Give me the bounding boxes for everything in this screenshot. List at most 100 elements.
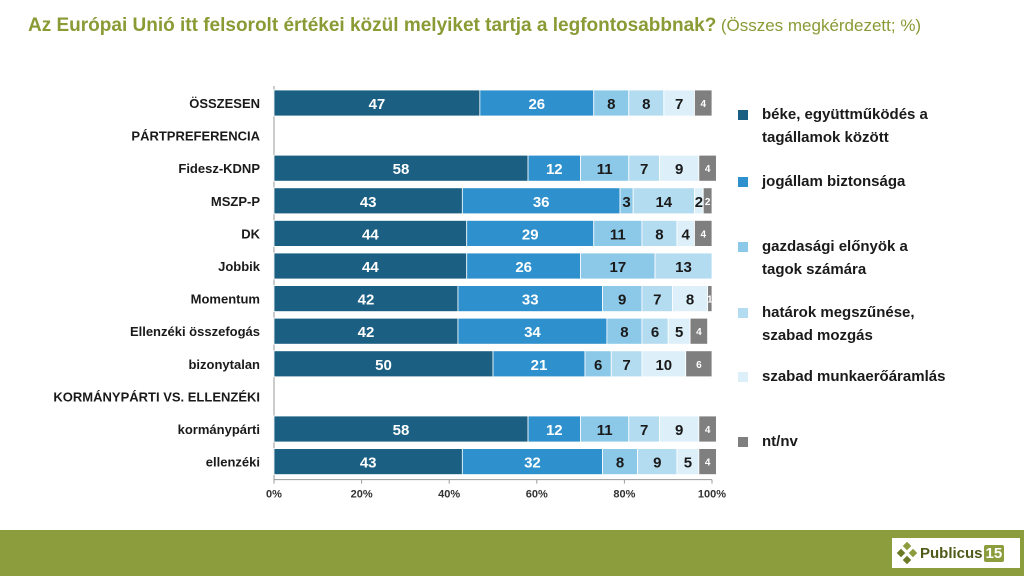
bar-segment xyxy=(466,252,581,280)
category-label: kormánypárti xyxy=(178,422,260,437)
bar-segment xyxy=(602,448,638,476)
data-label: 4 xyxy=(700,99,706,110)
bar-segment xyxy=(273,285,459,313)
bar-segment xyxy=(663,89,695,117)
data-label: 12 xyxy=(546,161,563,178)
legend-label-line: béke, együttműködés a xyxy=(762,106,929,123)
data-label: 11 xyxy=(597,161,613,178)
category-label: ÖSSZESEN xyxy=(189,96,260,111)
data-label: 11 xyxy=(610,226,626,243)
bar-segment xyxy=(628,154,660,182)
bar-segment xyxy=(466,219,595,247)
bar-segment xyxy=(641,317,669,345)
bar-segment xyxy=(641,285,673,313)
bar-segment xyxy=(580,154,630,182)
data-label: 44 xyxy=(362,259,379,276)
bar-segment xyxy=(606,317,643,345)
publicus-logo: Publicus 15 xyxy=(892,538,1020,568)
data-label: 2 xyxy=(695,194,703,211)
legend-label: jogállam biztonsága xyxy=(761,173,906,190)
footer-bar xyxy=(0,530,1024,576)
x-tick-label: 40% xyxy=(438,489,460,501)
data-label: 7 xyxy=(653,292,661,309)
bar-segment xyxy=(628,415,660,443)
stacked-bar-chart: 0% 20% 40% 60% 80% 100%ÖSSZESEN 47 26 8 8 7 4PÁRTPR… xyxy=(53,86,945,501)
category-label: ellenzéki xyxy=(206,455,260,470)
data-label: 8 xyxy=(616,455,624,472)
data-label: 9 xyxy=(618,292,626,309)
bar-segment xyxy=(527,415,581,443)
bar-segment xyxy=(641,219,678,247)
bar-segment xyxy=(584,350,612,378)
data-label: 42 xyxy=(358,324,375,341)
x-tick-label: 100% xyxy=(698,489,726,501)
data-label: 7 xyxy=(622,357,630,374)
bar-segment xyxy=(527,154,581,182)
bar-segment xyxy=(273,154,529,182)
legend-swatch xyxy=(738,177,748,187)
legend-label-line: szabad mozgás xyxy=(762,327,873,344)
data-label: 11 xyxy=(597,422,613,439)
chart-title: Az Európai Unió itt felsorolt értékei kö… xyxy=(28,14,988,39)
legend-label-line: jogállam biztonsága xyxy=(761,173,906,190)
category-label: Ellenzéki összefogás xyxy=(130,324,260,339)
data-label: 10 xyxy=(655,357,672,374)
data-label: 47 xyxy=(369,96,386,113)
data-label: 8 xyxy=(620,324,628,341)
x-tick-label: 0% xyxy=(266,489,282,501)
data-label: 29 xyxy=(522,226,539,243)
bar-segment xyxy=(492,350,586,378)
bar-segment xyxy=(628,89,665,117)
bar-segment xyxy=(632,187,695,215)
data-label: 9 xyxy=(675,422,683,439)
x-tick-label: 60% xyxy=(526,489,548,501)
data-label: 43 xyxy=(360,455,377,472)
data-label: 12 xyxy=(546,422,563,439)
data-label: 13 xyxy=(675,259,692,276)
bar-segment xyxy=(273,252,468,280)
legend-swatch xyxy=(738,308,748,318)
legend-label: béke, együttműködés a tagállamok között xyxy=(762,106,929,146)
data-label: 6 xyxy=(696,360,702,371)
legend-swatch xyxy=(738,437,748,447)
data-label: 7 xyxy=(640,422,648,439)
legend-label-line: tagok számára xyxy=(762,261,867,278)
data-label: 43 xyxy=(360,194,377,211)
logo-diamond-icon xyxy=(896,542,918,564)
bar-segment xyxy=(685,350,713,378)
logo-text: Publicus xyxy=(920,544,983,562)
group-header-label: PÁRTPREFERENCIA xyxy=(131,129,260,144)
data-label: 26 xyxy=(528,96,545,113)
data-label: 8 xyxy=(607,96,615,113)
bar-segment xyxy=(580,252,656,280)
data-label: 1 xyxy=(707,295,713,306)
bar-segment xyxy=(273,317,459,345)
data-label: 9 xyxy=(675,161,683,178)
bar-segment xyxy=(702,187,713,215)
data-label: 7 xyxy=(675,96,683,113)
data-label: 3 xyxy=(622,194,630,211)
x-tick-label: 80% xyxy=(613,489,635,501)
bar-segment xyxy=(672,285,709,313)
legend-label-line: tagállamok között xyxy=(762,129,889,146)
legend-label: szabad munkaerőáramlás xyxy=(762,368,945,385)
data-label: 32 xyxy=(524,455,541,472)
category-label: Fidesz-KDNP xyxy=(178,161,260,176)
bar-segment xyxy=(457,285,603,313)
bar-segment xyxy=(602,285,643,313)
data-label: 4 xyxy=(696,327,702,338)
bar-segment xyxy=(593,89,630,117)
category-label: DK xyxy=(241,226,260,241)
category-label: MSZP-P xyxy=(211,194,260,209)
data-label: 17 xyxy=(609,259,626,276)
legend-label-line: szabad munkaerőáramlás xyxy=(762,368,945,385)
legend-swatch xyxy=(738,110,748,120)
data-label: 8 xyxy=(686,292,694,309)
bar-segment xyxy=(461,187,621,215)
legend-label-line: nt/nv xyxy=(762,433,798,450)
bar-segment xyxy=(694,89,713,117)
data-label: 44 xyxy=(362,226,379,243)
bar-segment xyxy=(273,448,463,476)
x-tick-label: 20% xyxy=(351,489,373,501)
bar-segment xyxy=(479,89,595,117)
